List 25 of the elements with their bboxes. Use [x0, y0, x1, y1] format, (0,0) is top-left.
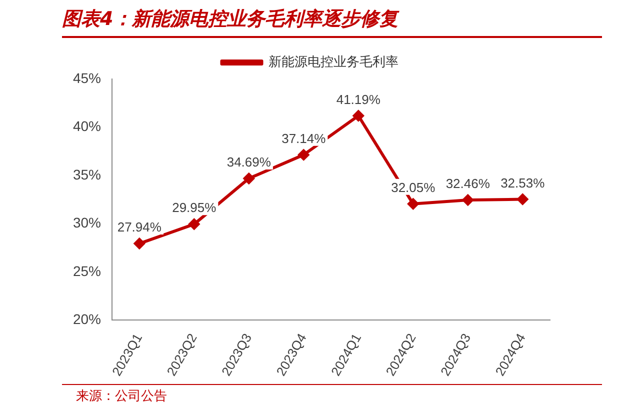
- data-label: 27.94%: [117, 220, 162, 235]
- legend-label: 新能源电控业务毛利率: [268, 54, 398, 70]
- data-label: 32.53%: [500, 175, 546, 190]
- point: [134, 238, 145, 250]
- y-tick-label: 20%: [72, 310, 102, 327]
- point: [517, 194, 528, 205]
- y-tick-label: 25%: [72, 262, 102, 279]
- y-tick-label: 45%: [72, 70, 102, 86]
- data-label: 32.46%: [446, 176, 490, 192]
- point: [352, 110, 364, 122]
- y-tick-label: 40%: [72, 118, 102, 134]
- source-note: 来源：公司公告: [76, 388, 167, 405]
- data-label: 37.14%: [282, 130, 326, 146]
- point: [188, 218, 200, 230]
- data-label: 29.95%: [172, 200, 217, 216]
- point: [298, 149, 310, 160]
- point: [243, 172, 254, 184]
- point: [462, 194, 474, 206]
- y-tick-label: 35%: [72, 166, 102, 182]
- y-tick-label: 30%: [72, 214, 102, 231]
- data-label: 41.19%: [336, 92, 381, 107]
- data-label: 34.69%: [226, 154, 272, 170]
- data-label: 32.05%: [391, 180, 436, 195]
- chart-title: 图表4：新能源电控业务毛利率逐步修复: [62, 7, 398, 32]
- point: [408, 198, 419, 210]
